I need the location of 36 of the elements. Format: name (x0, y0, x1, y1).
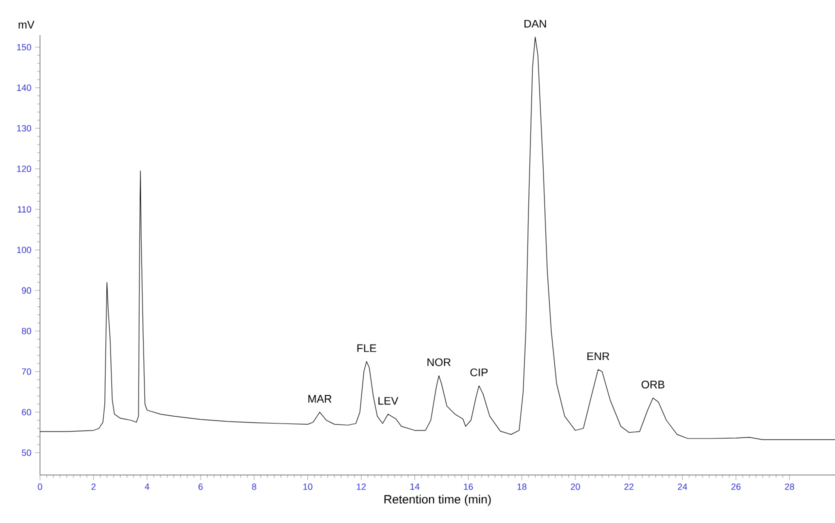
y-tick-label: 110 (18, 206, 32, 213)
y-tick-label: 130 (17, 125, 32, 132)
x-tick-label: 26 (731, 484, 741, 490)
x-tick-label: 6 (198, 484, 203, 490)
x-tick-label: 28 (784, 484, 794, 490)
y-tick-label: 60 (22, 408, 32, 416)
y-tick-label: 100 (17, 246, 32, 254)
y-tick-label: 50 (22, 450, 32, 456)
y-tick-label: 120 (17, 166, 32, 172)
annotation: NOR (428, 358, 451, 366)
y-tick-label: 150 (17, 44, 32, 50)
annotation: MAR (308, 395, 332, 403)
x-tick-label: 8 (252, 484, 256, 490)
y-axis-title: mV (18, 20, 34, 28)
annotation: FLE (357, 344, 376, 352)
annotation: ENR (587, 352, 610, 360)
x-tick-label: 12 (356, 484, 366, 490)
x-tick-label: 24 (678, 484, 688, 490)
x-tick-label: 20 (570, 484, 580, 490)
annotation: CIP (470, 368, 488, 376)
x-tick-label: 0 (38, 484, 42, 490)
x-axis-title: Retention time (min) (384, 494, 491, 506)
x-tick-label: 22 (624, 484, 634, 490)
y-tick-label: 70 (22, 368, 32, 375)
x-tick-label: 18 (518, 484, 526, 490)
y-tick-label: 90 (22, 287, 32, 294)
y-tick-label: 140 (17, 84, 32, 91)
x-tick-label: 16 (464, 484, 473, 490)
y-tick-label: 80 (22, 328, 32, 334)
x-tick-label: 14 (410, 484, 420, 490)
x-tick-label: 2 (91, 484, 96, 490)
x-tick-label: 4 (144, 484, 150, 490)
annotation: ORB (642, 380, 664, 388)
annotation: DAN (524, 20, 546, 28)
x-tick-label: 10 (303, 484, 312, 490)
annotation: LEV (378, 397, 398, 405)
